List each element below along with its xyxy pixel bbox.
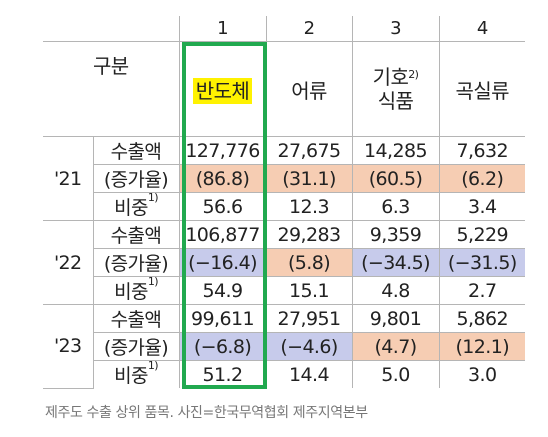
table-row: (증가율) (−16.4) (5.8) (−34.5) (−31.5) (43, 248, 525, 277)
row-label-text: 비중 (114, 281, 148, 303)
export-value: 5,862 (438, 304, 525, 333)
share-value: 14.4 (265, 360, 353, 388)
export-value: 14,285 (351, 136, 440, 165)
table-row: 비중1) 51.2 14.4 5.0 3.0 (43, 359, 525, 388)
item-label: 어류 (291, 78, 327, 103)
table-row: '22 수출액 106,877 29,283 9,359 5,229 (43, 220, 525, 305)
item-header-luxury-food: 기호2) 식품 (351, 41, 440, 137)
column-number: 2 (265, 16, 353, 42)
row-label: (증가율) (92, 248, 180, 277)
column-number: 3 (351, 16, 440, 42)
share-value: 56.6 (178, 192, 267, 221)
item-label: 기호 (372, 65, 409, 89)
row-label-text: 비중 (114, 365, 148, 387)
share-value: 51.2 (178, 360, 267, 388)
growth-value: (−4.6) (265, 332, 353, 361)
footnote-mark: 2) (408, 68, 419, 81)
share-value: 6.3 (351, 192, 440, 221)
row-label: (증가율) (92, 164, 180, 193)
growth-value: (6.2) (438, 164, 525, 193)
share-value: 5.0 (351, 360, 440, 388)
export-value: 127,776 (178, 136, 267, 165)
share-value: 3.4 (438, 192, 525, 221)
row-label-text: 비중 (114, 197, 148, 219)
growth-value: (−31.5) (438, 248, 525, 277)
growth-value: (4.7) (351, 332, 440, 361)
table-row: (증가율) (86.8) (31.1) (60.5) (6.2) (43, 164, 525, 193)
growth-value: (−16.4) (178, 248, 267, 277)
year-label: '21 (43, 136, 94, 221)
table-row: '23 수출액 99,611 27,951 9,801 5,862 (43, 304, 525, 389)
table-row: 비중1) 54.9 15.1 4.8 2.7 (43, 275, 525, 305)
export-table: 1 2 3 4 구분 반도체 어류 기호2) 식품 곡실류 '21 수출액 127,7… (43, 16, 525, 389)
growth-value: (60.5) (351, 164, 440, 193)
item-label: 곡실류 (455, 78, 510, 103)
column-number: 4 (438, 16, 525, 42)
export-value: 29,283 (265, 220, 353, 249)
export-value: 27,951 (265, 304, 353, 333)
export-value: 5,229 (438, 220, 525, 249)
export-value: 9,801 (351, 304, 440, 333)
column-number: 1 (178, 16, 267, 42)
row-label: 비중1) (92, 359, 180, 388)
export-value: 106,877 (178, 220, 267, 249)
year-label: '23 (43, 304, 94, 389)
share-value: 54.9 (178, 276, 267, 305)
row-label: 수출액 (92, 220, 180, 249)
share-value: 12.3 (265, 192, 353, 221)
column-number-row: 1 2 3 4 (43, 16, 525, 42)
growth-value: (86.8) (178, 164, 267, 193)
row-label: 비중1) (92, 191, 180, 221)
share-value: 3.0 (438, 360, 525, 388)
share-value: 2.7 (438, 276, 525, 305)
table-row: (증가율) (−6.8) (−4.6) (4.7) (12.1) (43, 332, 525, 361)
growth-value: (−34.5) (351, 248, 440, 277)
item-label-highlighted: 반도체 (192, 77, 253, 104)
footnote-mark: 1) (147, 275, 159, 288)
footnote-mark: 1) (147, 359, 159, 372)
header-row: 구분 반도체 어류 기호2) 식품 곡실류 (43, 41, 525, 137)
export-value: 27,675 (265, 136, 353, 165)
corner-cell (43, 16, 180, 42)
caption: 제주도 수출 상위 품목. 사진=한국무역협회 제주지역본부 (45, 405, 368, 421)
export-value: 99,611 (178, 304, 267, 333)
growth-value: (31.1) (265, 164, 353, 193)
row-label: 수출액 (92, 304, 180, 333)
table-row: 비중1) 56.6 12.3 6.3 3.4 (43, 191, 525, 221)
row-label: 비중1) (92, 275, 180, 305)
table-row: '21 수출액 127,776 27,675 14,285 7,632 (43, 136, 525, 221)
export-value: 9,359 (351, 220, 440, 249)
item-header-fish: 어류 (265, 41, 353, 137)
growth-value: (−6.8) (178, 332, 267, 361)
row-label: (증가율) (92, 332, 180, 361)
item-header-semiconductor: 반도체 (178, 41, 267, 137)
share-value: 4.8 (351, 276, 440, 305)
year-label: '22 (43, 220, 94, 305)
share-value: 15.1 (265, 276, 353, 305)
category-header: 구분 (43, 41, 180, 137)
growth-value: (5.8) (265, 248, 353, 277)
row-label: 수출액 (92, 136, 180, 165)
export-value: 7,632 (438, 136, 525, 165)
item-header-grains: 곡실류 (438, 41, 525, 137)
item-label-line2: 식품 (377, 89, 414, 113)
growth-value: (12.1) (438, 332, 525, 361)
footnote-mark: 1) (147, 191, 159, 204)
